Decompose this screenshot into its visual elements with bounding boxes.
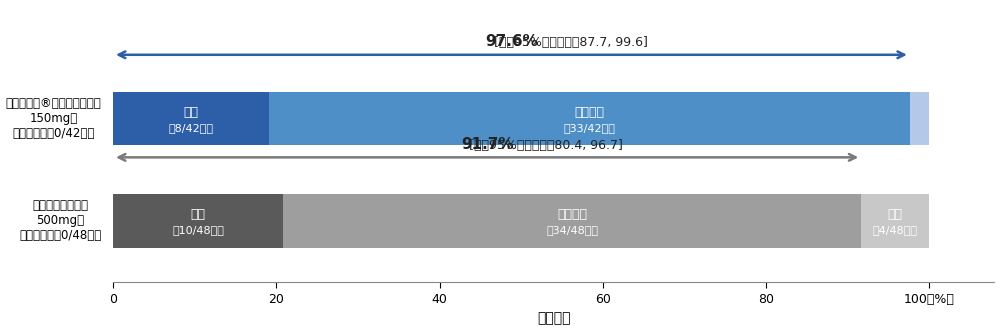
Text: [両側95%信頼区間：80.4, 96.7]: [両側95%信頼区間：80.4, 96.7]	[465, 139, 623, 152]
Text: （34/48例）: （34/48例）	[546, 225, 598, 235]
Text: 97.6%: 97.6%	[485, 34, 538, 49]
Bar	[113, 92, 269, 145]
Text: 消失: 消失	[183, 106, 198, 119]
Bar	[269, 92, 910, 145]
Text: 推定消失: 推定消失	[574, 106, 604, 119]
Bar	[283, 194, 861, 248]
Text: （4/48例）: （4/48例）	[873, 225, 918, 235]
Text: 存続: 存続	[888, 208, 903, 221]
X-axis label: 菌消失率: 菌消失率	[537, 311, 571, 325]
Text: （10/48例）: （10/48例）	[172, 225, 224, 235]
Text: （8/42例）: （8/42例）	[168, 122, 213, 133]
Text: 推定消失: 推定消失	[557, 208, 587, 221]
Bar	[861, 194, 929, 248]
Text: （33/42例）: （33/42例）	[563, 122, 615, 133]
Bar	[910, 92, 929, 145]
Text: 消失: 消失	[191, 208, 206, 221]
Text: [両側95%信頼区間：87.7, 99.6]: [両側95%信頼区間：87.7, 99.6]	[490, 36, 647, 49]
Text: 91.7%: 91.7%	[461, 137, 513, 152]
Bar	[113, 194, 283, 248]
